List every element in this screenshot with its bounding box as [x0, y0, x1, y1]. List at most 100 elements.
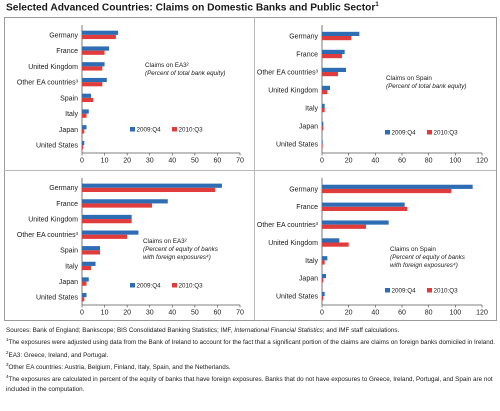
chart-2-x-tick-label: 100 — [449, 158, 461, 165]
footnote-1-mark: 1 — [6, 337, 9, 343]
chart-4-bar-series1 — [322, 256, 328, 261]
charts-canvas: 0 10 20 30 40 50 60 70 Germany France United Kingd… — [17, 25, 488, 317]
chart-1-x-tick-label: 70 — [236, 158, 244, 165]
chart-1-category-label: Italy — [65, 111, 78, 118]
sources-note: Sources: Bank of England; Bankscope; BIS… — [6, 326, 496, 335]
chart-1-bar-series1 — [82, 77, 107, 83]
chart-2-legend-swatch — [385, 130, 390, 135]
chart-2-bar-series1 — [322, 49, 345, 54]
chart-3-category-label: United Kingdom — [28, 216, 78, 223]
chart-1-legend-swatch — [172, 127, 177, 132]
chart-4-annotation-line: Claims on Spain — [390, 246, 436, 253]
chart-4-category-label: Germany — [289, 186, 318, 193]
chart-4-category-label: United States — [276, 293, 319, 300]
chart-3-category-label: France — [56, 201, 78, 208]
chart-2-annotation-line: Claims on Spain — [386, 75, 432, 82]
chart-2-bar-series2 — [322, 126, 324, 131]
chart-1-category-label: Spain — [60, 95, 78, 102]
chart-3-legend-label: 2009:Q4 — [137, 282, 162, 289]
chart-4-bar-series1 — [322, 238, 340, 243]
chart-3-bar-series1 — [82, 199, 168, 204]
chart-2-bar-series2 — [322, 90, 328, 95]
chart-2-x-tick-label: 40 — [371, 158, 379, 165]
chart-2-annotation-line: (Percent of total bank equity) — [386, 83, 467, 90]
chart-3-x-tick-label: 70 — [236, 310, 244, 317]
chart-1-x-tick-label: 0 — [80, 158, 84, 165]
panel-divider-horizontal — [4, 170, 496, 171]
chart-2-bar-series1 — [322, 85, 330, 90]
chart-1-x-tick-label: 30 — [146, 158, 154, 165]
sources-lead: Sources: Bank of England; Bankscope; BIS… — [6, 327, 235, 334]
chart-3-annotation-line: (Percent of equity of banks — [143, 246, 219, 253]
chart-4-bar-series2 — [322, 260, 325, 265]
chart-4-category-label: Japan — [299, 276, 318, 283]
chart-2-category-label: United Kingdom — [268, 87, 318, 94]
chart-2-category-label: Japan — [299, 123, 318, 130]
chart-1-category-label: Germany — [49, 32, 78, 39]
chart-1-x-tick-label: 50 — [191, 158, 199, 165]
chart-1-bar-series2 — [82, 113, 87, 118]
chart-2-x-tick-label: 60 — [398, 158, 406, 165]
chart-4-bar-series2 — [322, 278, 324, 283]
chart-2-category-label: Italy — [305, 105, 318, 112]
chart-4-bar-series1 — [322, 291, 325, 297]
chart-1-category-label: France — [56, 48, 78, 55]
chart-3-category-label: Spain — [60, 248, 78, 255]
chart-2-bar-series2 — [322, 108, 325, 113]
chart-2-x-tick-label: 80 — [425, 158, 433, 165]
chart-1-bar-series1 — [82, 93, 92, 98]
chart-4-bar-series2 — [322, 188, 452, 194]
chart-2-x-tick-label: 20 — [345, 158, 353, 165]
chart-1-bar-series1 — [82, 109, 89, 114]
footnote-2: 2EA3: Greece, Ireland, and Portugal. — [6, 348, 496, 360]
chart-2-x-tick-label: 120 — [476, 158, 488, 165]
chart-1-bar-series2 — [82, 50, 105, 55]
chart-1-bar-series1 — [82, 46, 110, 51]
chart-4-legend-label: 2009:Q4 — [392, 287, 417, 294]
chart-4-bar-series1 — [322, 184, 473, 189]
chart-3-bar-series2 — [82, 203, 152, 208]
chart-1-category-label: United Kingdom — [28, 64, 78, 71]
sources-italic: International Financial Statistics — [234, 327, 323, 334]
chart-4-x-tick-label: 100 — [449, 310, 461, 317]
chart-3-x-tick-label: 60 — [214, 310, 222, 317]
chart-3-x-tick-label: 20 — [123, 310, 131, 317]
chart-2-bar-series1 — [322, 121, 324, 126]
chart-4-category-label: Other EA countries³ — [257, 222, 319, 229]
chart-1-bar-series1 — [82, 62, 105, 67]
chart-3-category-label: Japan — [59, 279, 78, 286]
chart-2-category-label: Other EA countries³ — [257, 69, 319, 76]
chart-4-bar-series2 — [322, 296, 324, 301]
footnote-4-mark: 4 — [6, 374, 9, 380]
chart-3-bar-series2 — [82, 250, 101, 255]
chart-1-annotation-line: Claims on EA3² — [145, 62, 189, 69]
chart-3-legend-swatch — [172, 283, 177, 288]
chart-3-bar-series2 — [82, 234, 128, 239]
chart-1-bar-series1 — [82, 125, 87, 130]
chart-4-x-tick-label: 120 — [476, 310, 488, 317]
chart-3-bar-series2 — [82, 219, 132, 224]
chart-1-legend-label: 2009:Q4 — [137, 126, 162, 133]
footnote-3-text: Other EA countries: Austria, Belgium, Fi… — [8, 364, 231, 372]
chart-3-bar-series1 — [82, 261, 96, 266]
chart-3-legend-label: 2010:Q3 — [179, 282, 204, 289]
chart-1-legend-label: 2010:Q3 — [179, 126, 204, 133]
chart-4-bar-series2 — [322, 206, 408, 211]
chart-3-bar-series1 — [82, 230, 139, 235]
chart-3-category-label: Germany — [49, 185, 78, 192]
chart-1-bar-series2 — [82, 34, 116, 40]
chart-4-x-tick-label: 0 — [320, 310, 324, 317]
chart-4-annotation-line: with foreign exposures⁴) — [390, 262, 458, 269]
chart-2-legend-swatch — [427, 130, 432, 135]
chart-3-annotation-line: with foreign exposures⁴) — [143, 254, 211, 261]
chart-3-x-tick-label: 0 — [80, 310, 84, 317]
chart-4-legend-swatch — [385, 288, 390, 293]
chart-3-x-tick-label: 30 — [146, 310, 154, 317]
figure-title-text: Selected Advanced Countries: Claims on D… — [6, 2, 376, 14]
footnotes: Sources: Bank of England; Bankscope; BIS… — [6, 326, 496, 394]
chart-1-x-tick-label: 40 — [168, 158, 176, 165]
chart-2-x-tick-label: 0 — [320, 158, 324, 165]
footnote-1: 1The exposures were adjusted using data … — [6, 335, 496, 347]
chart-4-category-label: Italy — [305, 258, 318, 265]
chart-4-x-tick-label: 20 — [345, 310, 353, 317]
